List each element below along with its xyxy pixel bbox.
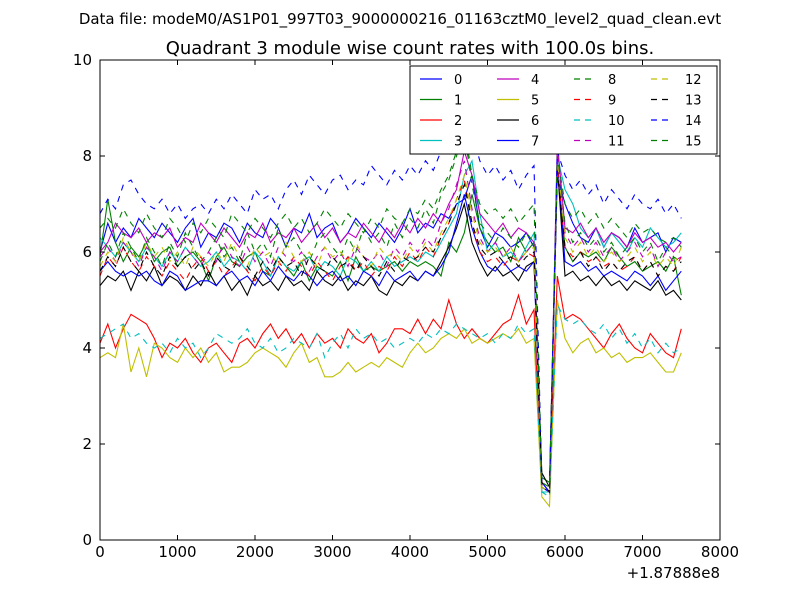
legend-box — [409, 65, 718, 155]
series-line-5 — [100, 299, 682, 508]
series-line-13 — [100, 170, 682, 494]
chart-title: Quadrant 3 module wise count rates with … — [166, 38, 655, 59]
legend-label-3: 3 — [454, 135, 462, 150]
y-tick-label: 0 — [82, 531, 92, 549]
x-tick-label: 3000 — [313, 543, 351, 561]
x-tick-label: 0 — [95, 543, 105, 561]
y-tick-label: 6 — [82, 243, 92, 261]
legend-label-7: 7 — [531, 135, 539, 150]
x-tick-label: 1000 — [158, 543, 196, 561]
x-tick-label: 7000 — [623, 543, 661, 561]
y-tick-label: 10 — [73, 51, 92, 69]
legend-label-8: 8 — [608, 73, 616, 88]
series-line-6 — [100, 165, 682, 490]
series-line-15 — [100, 127, 682, 489]
legend-label-10: 10 — [608, 114, 625, 129]
legend-label-2: 2 — [454, 114, 462, 129]
x-tick-label: 2000 — [236, 543, 274, 561]
series-line-4 — [100, 141, 682, 493]
legend-label-4: 4 — [531, 73, 539, 88]
series-line-8 — [100, 131, 682, 493]
chart-suptitle: Data file: modeM0/AS1P01_997T03_90000002… — [79, 10, 721, 29]
legend-label-1: 1 — [454, 94, 462, 109]
legend-label-0: 0 — [454, 73, 462, 88]
x-tick-label: 4000 — [391, 543, 429, 561]
series-line-11 — [100, 151, 682, 493]
y-tick-label: 8 — [82, 147, 92, 165]
x-tick-label: 5000 — [468, 543, 506, 561]
legend-label-14: 14 — [685, 114, 702, 129]
series-line-12 — [100, 160, 682, 493]
series-line-1 — [100, 160, 682, 484]
legend-label-9: 9 — [608, 94, 616, 109]
series-line-7 — [100, 160, 682, 493]
legend-label-5: 5 — [531, 94, 539, 109]
series-line-10 — [100, 302, 682, 498]
y-tick-label: 4 — [82, 339, 92, 357]
x-tick-label: 8000 — [701, 543, 739, 561]
legend-label-6: 6 — [531, 114, 539, 129]
y-tick-label: 2 — [82, 435, 92, 453]
legend-label-15: 15 — [685, 135, 702, 150]
x-tick-label: 6000 — [546, 543, 584, 561]
series-line-14 — [100, 81, 682, 494]
legend-label-13: 13 — [685, 94, 702, 109]
x-offset-label: +1.87888e8 — [627, 564, 720, 582]
series-layer — [100, 81, 682, 508]
legend-label-12: 12 — [685, 73, 702, 88]
plot-frame — [99, 59, 721, 541]
legend-label-11: 11 — [608, 135, 625, 150]
